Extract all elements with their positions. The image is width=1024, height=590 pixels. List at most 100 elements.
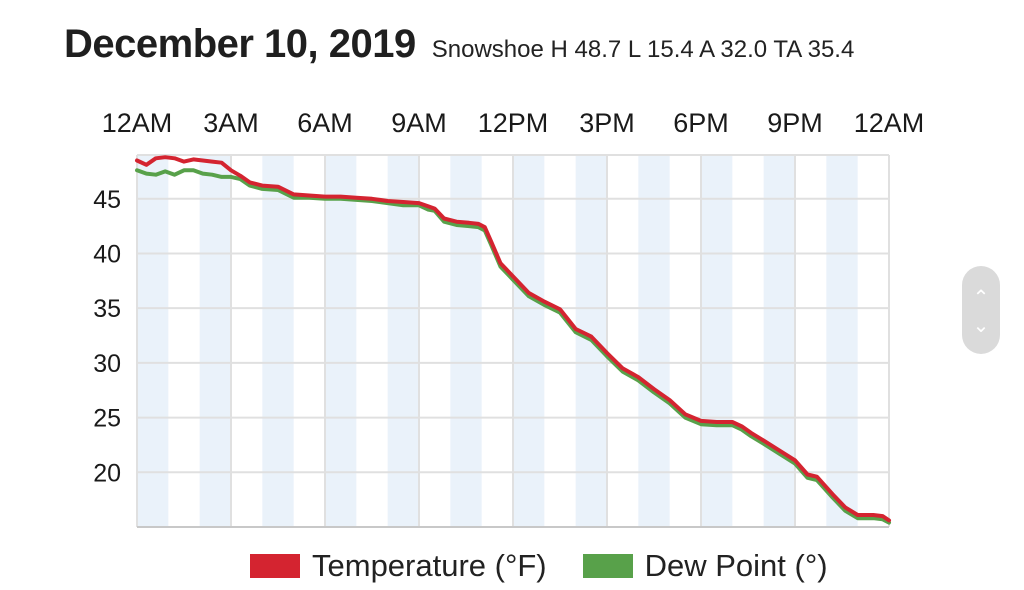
chevron-up-icon[interactable]: ⌃ xyxy=(972,287,990,309)
dew-point-point xyxy=(210,173,214,177)
temperature-f-point xyxy=(210,159,214,164)
dew-point-point xyxy=(154,173,158,177)
dew-point-point xyxy=(426,208,430,212)
chart-title: December 10, 2019 xyxy=(64,22,416,66)
temperature-f-point xyxy=(621,366,625,370)
temperature-f-point xyxy=(323,194,327,199)
dew-point-point xyxy=(805,476,810,480)
temperature-f-point xyxy=(248,180,252,184)
temperature-f-point xyxy=(652,387,656,391)
temperature-f-point xyxy=(740,424,744,428)
temperature-f-point xyxy=(476,222,481,226)
temperature-f-point xyxy=(574,327,578,331)
temperature-f-point xyxy=(426,204,430,209)
series-lines xyxy=(135,155,891,525)
temperature-f-point xyxy=(871,513,875,517)
temperature-f-point xyxy=(558,307,562,311)
dew-point-point xyxy=(467,224,471,228)
dew-point-swatch xyxy=(582,554,633,578)
temperature-f-point xyxy=(668,398,672,402)
dew-point-point xyxy=(442,220,446,224)
temperature-f-point xyxy=(831,492,835,496)
hour-band xyxy=(701,155,733,527)
hour-band xyxy=(450,155,482,527)
y-axis-labels: 20 25 30 35 40 45 xyxy=(93,186,121,488)
x-axis-labels: 12AM 3AM 6AM 9AM 12PM 3PM 6PM 9PM 12AM xyxy=(102,108,925,138)
x-tick-label: 6PM xyxy=(673,108,729,138)
x-tick-label: 9PM xyxy=(767,108,823,138)
temperature-f-point xyxy=(805,472,810,477)
y-tick-label: 30 xyxy=(93,350,121,378)
dew-point-point xyxy=(248,184,252,188)
temperature-f-point xyxy=(683,412,687,416)
temperature-f-point xyxy=(182,159,186,164)
temperature-f-point xyxy=(401,200,405,204)
dew-point-point xyxy=(191,168,195,172)
x-tick-label: 6AM xyxy=(297,108,353,138)
temperature-f-point xyxy=(483,225,487,229)
hour-band xyxy=(387,155,419,527)
dew-point-point xyxy=(220,175,224,179)
temperature-f-point xyxy=(467,221,471,225)
temperature-f-point xyxy=(173,156,177,160)
temperature-f-point xyxy=(276,185,280,189)
y-tick-label: 45 xyxy=(93,186,121,214)
legend-item-temperature[interactable]: Temperature (°F) xyxy=(250,548,547,584)
dew-point-point xyxy=(715,423,719,427)
dew-point-point xyxy=(856,516,860,520)
y-tick-label: 40 xyxy=(93,240,121,268)
temperature-f-point xyxy=(843,505,847,509)
hour-band xyxy=(199,155,231,527)
temperature-f-point xyxy=(238,174,242,178)
chevron-down-icon[interactable]: ⌄ xyxy=(972,315,990,337)
hour-band xyxy=(513,155,545,527)
hour-bands xyxy=(137,155,858,527)
temperature-f-point xyxy=(527,291,531,295)
dew-point-point xyxy=(201,172,205,176)
temperature-f-point xyxy=(292,192,296,196)
temperature-f-point xyxy=(815,475,819,479)
temperature-f-point xyxy=(260,184,264,188)
temperature-f-point xyxy=(749,431,753,435)
temperature-f-point xyxy=(339,194,343,199)
x-tick-label: 9AM xyxy=(391,108,447,138)
x-tick-label: 3AM xyxy=(203,108,259,138)
y-tick-label: 20 xyxy=(93,459,121,487)
hour-band xyxy=(137,155,169,527)
chart-subtitle: Snowshoe H 48.7 L 15.4 A 32.0 TA 35.4 xyxy=(431,36,855,63)
dew-point-point xyxy=(173,173,177,177)
dew-point-point xyxy=(455,223,459,227)
temperature-f-point xyxy=(433,207,437,211)
temperature-f-point xyxy=(605,351,609,355)
temperature-f-point xyxy=(511,274,515,279)
legend-label-temperature: Temperature (°F) xyxy=(312,548,547,583)
temperature-f-point xyxy=(589,335,593,339)
scroll-control[interactable]: ⌃ ⌄ xyxy=(962,266,1000,354)
hour-band xyxy=(826,155,858,527)
temperature-f-point xyxy=(887,518,891,523)
legend-label-dew-point: Dew Point (°) xyxy=(644,548,828,583)
temperature-f-point xyxy=(163,155,167,159)
temperature-f-point xyxy=(220,161,224,165)
temperature-swatch xyxy=(250,554,300,578)
temperature-f-point xyxy=(881,514,885,518)
dew-point-point xyxy=(182,168,186,172)
chart-header: December 10, 2019 Snowshoe H 48.7 L 15.4… xyxy=(64,22,854,67)
dew-point-point xyxy=(163,169,167,174)
temperature-f-point xyxy=(777,448,781,453)
hour-band xyxy=(262,155,294,527)
temperature-f-point xyxy=(191,157,195,161)
dew-point-point xyxy=(260,187,264,191)
temperature-f-point xyxy=(307,193,311,198)
temperature-f-point xyxy=(144,163,148,167)
y-tick-label: 25 xyxy=(93,405,121,433)
temperature-f-point xyxy=(636,375,640,379)
x-tick-label: 3PM xyxy=(579,108,635,138)
hour-band xyxy=(325,155,357,527)
dew-point-point xyxy=(229,175,233,179)
temperature-f-point xyxy=(154,156,158,160)
temperature-f-point xyxy=(489,239,493,244)
temperature-f-point xyxy=(201,158,205,163)
legend-item-dew-point[interactable]: Dew Point (°) xyxy=(582,548,828,584)
